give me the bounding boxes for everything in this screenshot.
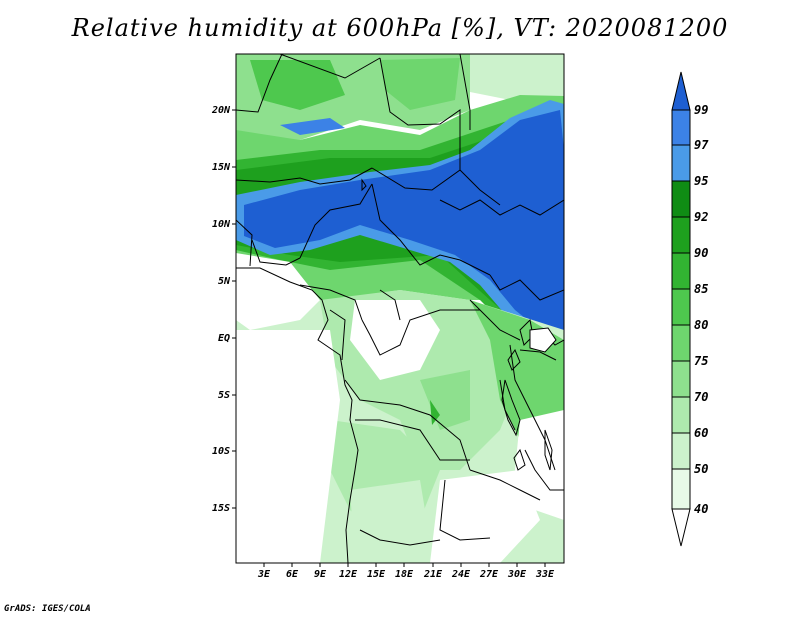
- lon-label: 21E: [423, 569, 443, 580]
- lat-label: 5S: [218, 390, 230, 401]
- lat-label: 10S: [212, 446, 230, 457]
- lon-label: 15E: [367, 569, 386, 580]
- country-borders: [236, 54, 564, 546]
- lon-label: 18E: [395, 569, 414, 580]
- colorbar-segment: [671, 144, 691, 182]
- colorbar-segment: [671, 432, 691, 470]
- chart-title: Relative humidity at 600hPa [%], VT: 202…: [71, 14, 729, 42]
- lon-label: 9E: [314, 569, 327, 580]
- colorbar-segment: [671, 252, 691, 290]
- lon-label: 27E: [479, 569, 499, 580]
- colorbar-label: 97: [694, 138, 709, 152]
- colorbar-label: 75: [694, 354, 708, 368]
- grads-credit: GrADS: IGES/COLA: [4, 604, 91, 614]
- lat-label: EQ: [218, 333, 230, 344]
- colorbar-segment: [671, 468, 691, 510]
- colorbar-segment: [671, 324, 691, 362]
- colorbar-top-arrow: [671, 71, 691, 111]
- colorbar-label: 50: [694, 462, 708, 476]
- humidity-field: [236, 54, 564, 563]
- map-frame: [235, 53, 565, 564]
- lat-label: 15S: [212, 503, 230, 514]
- longitude-axis: 3E 6E 9E 12E 15E 18E 21E 24E 27E 30E 33E: [257, 563, 555, 580]
- colorbar-segment: [671, 288, 691, 326]
- colorbar-label: 60: [694, 426, 708, 440]
- colorbar-label: 40: [694, 502, 708, 516]
- lon-label: 12E: [339, 569, 358, 580]
- colorbar-label: 80: [694, 318, 708, 332]
- lakes: [361, 178, 553, 471]
- colorbar-label: 95: [694, 174, 708, 188]
- colorbar-segment: [671, 180, 691, 218]
- lat-label: 20N: [211, 105, 231, 116]
- lon-label: 30E: [507, 569, 527, 580]
- lat-label: 10N: [212, 219, 231, 230]
- colorbar-label: 99: [694, 103, 708, 117]
- lat-label: 5N: [218, 276, 231, 287]
- colorbar-label: 85: [694, 282, 708, 296]
- coastline: [236, 267, 359, 564]
- lon-label: 3E: [257, 569, 271, 580]
- colorbar: 99 97 95 92 90 85 80 75 70 60 50 40: [671, 71, 709, 547]
- colorbar-segment: [671, 396, 691, 434]
- colorbar-label: 90: [694, 246, 708, 260]
- lon-label: 24E: [451, 569, 471, 580]
- colorbar-label: 70: [694, 390, 708, 404]
- colorbar-segment: [671, 109, 691, 146]
- latitude-axis: 20N 15N 10N 5N EQ 5S 10S 15S: [211, 105, 236, 514]
- colorbar-bottom-arrow: [671, 508, 691, 547]
- colorbar-label: 92: [694, 210, 708, 224]
- colorbar-segment: [671, 360, 691, 398]
- colorbar-segment: [671, 216, 691, 254]
- lon-label: 33E: [535, 569, 555, 580]
- lon-label: 6E: [286, 569, 299, 580]
- lat-label: 15N: [212, 162, 231, 173]
- lake-victoria: [529, 327, 557, 353]
